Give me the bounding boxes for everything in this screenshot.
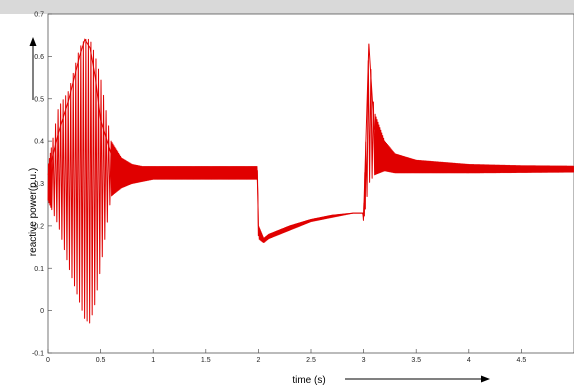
y-axis-label-group: reactive power(p.u.) (28, 37, 39, 256)
x-tick-label: 4 (467, 357, 471, 364)
y-tick-label: 0.2 (34, 223, 44, 230)
y-tick-label: 0.5 (34, 96, 44, 103)
y-tick-label: -0.1 (32, 351, 44, 358)
figure-gray-band (0, 0, 574, 14)
series-line (47, 38, 574, 324)
plot-area (47, 13, 574, 354)
y-tick-label: 0.3 (34, 181, 44, 188)
x-tick-label: 0 (46, 357, 50, 364)
x-tick-label: 3.5 (411, 357, 421, 364)
x-tick-label: 4.5 (517, 357, 527, 364)
data-series (47, 38, 574, 324)
y-tick-label: 0.6 (34, 54, 44, 61)
y-tick-label: 0.7 (34, 12, 44, 19)
x-axis-label: time (s) (292, 375, 325, 386)
x-tick-label: 3 (362, 357, 366, 364)
series-centre-line (47, 38, 574, 240)
y-tick-label: 0.4 (34, 139, 44, 146)
y-axis-label: reactive power(p.u.) (28, 168, 39, 256)
y-tick-label: 0.1 (34, 266, 44, 273)
y-axis-arrow-head (29, 37, 37, 46)
y-tick-label: 0 (40, 308, 44, 315)
x-axis-arrow-head (481, 375, 490, 383)
x-tick-label: 1 (151, 357, 155, 364)
x-tick-label: 1.5 (201, 357, 211, 364)
axis-ticks: 0 0.5 1 1.5 2 2.5 3 3.5 4 4.5-0.100.10.20.30.40.5… (32, 12, 526, 365)
x-tick-label: 2 (256, 357, 260, 364)
x-tick-label: 2.5 (306, 357, 316, 364)
x-tick-label: 0.5 (96, 357, 106, 364)
x-axis-label-group: time (s) (292, 375, 490, 386)
